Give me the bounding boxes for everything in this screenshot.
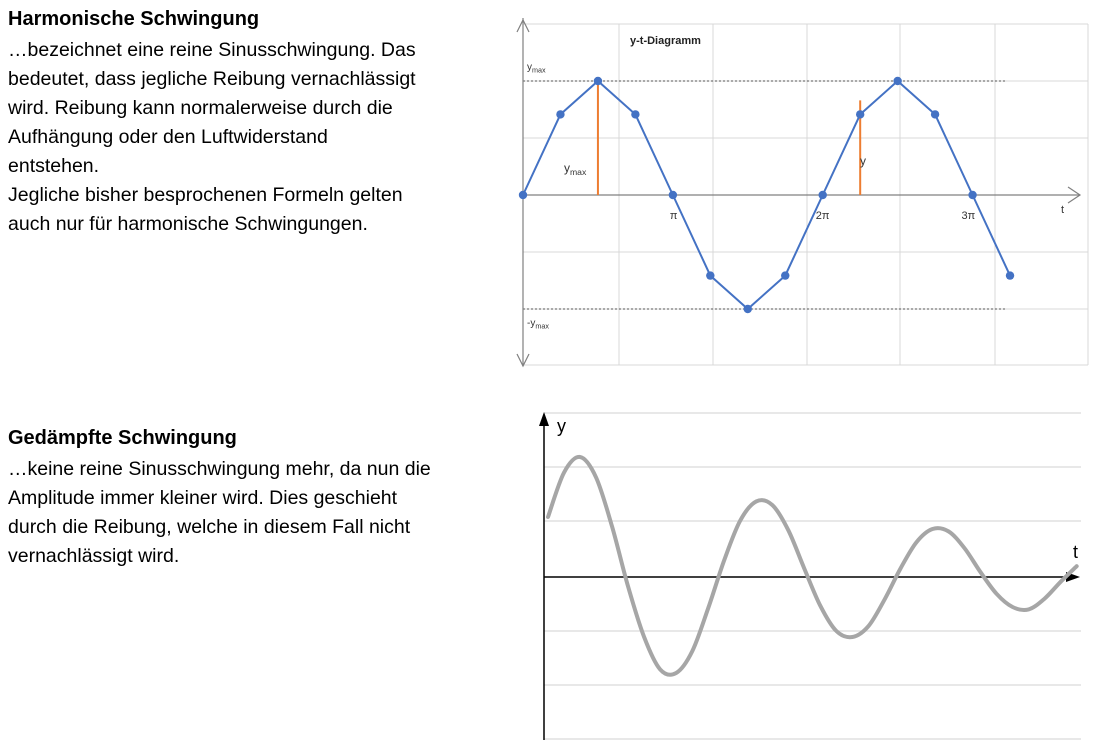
- section-1-line: entstehen.: [8, 155, 100, 177]
- section-1-title: Harmonische Schwingung: [8, 8, 260, 30]
- section-2-line: vernachlässigt wird.: [8, 545, 180, 567]
- series-line: [522, 79, 1011, 311]
- x-tick-label: 3π: [962, 210, 976, 222]
- section-1-text: …bezeichnet eine reine Sinusschwingung. …: [8, 36, 416, 239]
- y-axis-arrow-up: [516, 18, 530, 33]
- section-2-title: Gedämpfte Schwingung: [8, 427, 237, 449]
- data-point: [706, 271, 715, 280]
- section-2-line: …keine reine Sinusschwingung mehr, da nu…: [8, 458, 431, 480]
- ymax-axis-label: ymax: [527, 62, 546, 75]
- data-point: [855, 110, 865, 119]
- data-point: [893, 76, 902, 86]
- x-tick-label: 2π: [816, 210, 830, 222]
- chart-title: y-t-Diagramm: [630, 35, 701, 47]
- section-2-line: Amplitude immer kleiner wird. Dies gesch…: [8, 487, 398, 509]
- y-annotation-label: y: [860, 154, 866, 168]
- data-point: [593, 76, 603, 86]
- data-point: [968, 190, 977, 200]
- data-point: [743, 304, 752, 314]
- x-axis-label: t: [1073, 542, 1078, 562]
- x-axis-arrow: [1067, 186, 1082, 204]
- series-curve: [546, 454, 1079, 677]
- y-axis-arrow-down: [516, 353, 530, 368]
- data-point: [556, 110, 565, 119]
- section-1-line: wird. Reibung kann normalerweise durch d…: [8, 97, 393, 119]
- x-tick-label: π: [670, 210, 678, 222]
- section-1-line: …bezeichnet eine reine Sinusschwingung. …: [8, 39, 416, 61]
- section-1-line: Jegliche bisher besprochenen Formeln gel…: [8, 184, 403, 206]
- section-2-text: …keine reine Sinusschwingung mehr, da nu…: [8, 455, 431, 571]
- data-point: [631, 110, 640, 119]
- section-2-line: durch die Reibung, welche in diesem Fall…: [8, 516, 411, 538]
- section-1-line: bedeutet, dass jegliche Reibung vernachl…: [8, 68, 416, 90]
- data-point: [518, 190, 528, 200]
- x-axis-label: t: [1061, 204, 1064, 216]
- neg-ymax-axis-label: -ymax: [527, 318, 549, 331]
- section-1-line: Aufhängung oder den Luftwiderstand: [8, 126, 328, 148]
- damped-chart: yt: [539, 412, 1081, 740]
- data-point: [668, 190, 678, 200]
- data-point: [781, 271, 790, 280]
- ymax-annotation-label: ymax: [564, 161, 587, 177]
- harmonic-chart: y-t-Diagramm ymax -ymax t π 2π 3π ymax y: [516, 18, 1089, 368]
- data-point: [930, 110, 940, 119]
- data-point: [818, 190, 827, 200]
- y-axis-arrow: [539, 412, 549, 426]
- section-1-line: auch nur für harmonische Schwingungen.: [8, 213, 368, 235]
- y-axis-label: y: [557, 416, 566, 436]
- data-point: [1005, 271, 1015, 280]
